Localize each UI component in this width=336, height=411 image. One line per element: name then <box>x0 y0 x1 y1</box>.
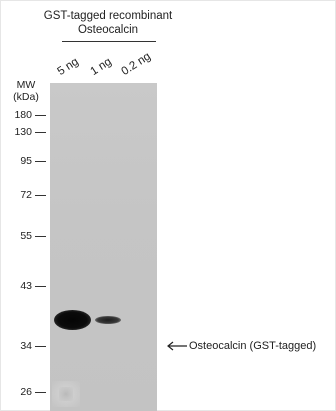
marker-180: 180 <box>0 109 48 121</box>
membrane-smudge-core <box>59 387 73 401</box>
marker-tick <box>35 161 46 162</box>
marker-55: 55 <box>0 230 48 242</box>
left-arrow-icon <box>167 341 187 351</box>
marker-72: 72 <box>0 189 48 201</box>
marker-label: 95 <box>20 155 32 167</box>
marker-label: 130 <box>14 126 32 138</box>
band-annotation-label: Osteocalcin (GST-tagged) <box>189 340 317 352</box>
marker-tick <box>35 132 46 133</box>
mw-header-line2: (kDa) <box>13 91 39 103</box>
marker-43: 43 <box>0 280 48 292</box>
marker-26: 26 <box>0 386 48 398</box>
mw-header: MW (kDa) <box>10 79 42 103</box>
marker-label: 55 <box>20 230 32 242</box>
marker-label: 43 <box>20 280 32 292</box>
marker-tick <box>35 115 46 116</box>
marker-label: 26 <box>20 386 32 398</box>
band-5ng <box>54 310 91 330</box>
marker-label: 34 <box>20 340 32 352</box>
marker-95: 95 <box>0 155 48 167</box>
figure-title-line2: Osteocalcin <box>77 24 139 36</box>
western-blot-membrane <box>50 83 157 411</box>
marker-tick <box>35 195 46 196</box>
figure-title-line1: GST-tagged recombinant <box>43 10 173 22</box>
mw-header-line1: MW <box>16 79 36 91</box>
marker-34: 34 <box>0 340 48 352</box>
marker-tick <box>35 236 46 237</box>
marker-tick <box>35 286 46 287</box>
marker-130: 130 <box>0 126 48 138</box>
marker-tick <box>35 392 46 393</box>
band-1ng <box>95 316 121 324</box>
title-underline <box>62 41 156 42</box>
marker-tick <box>35 346 46 347</box>
marker-label: 180 <box>14 109 32 121</box>
marker-label: 72 <box>20 189 32 201</box>
